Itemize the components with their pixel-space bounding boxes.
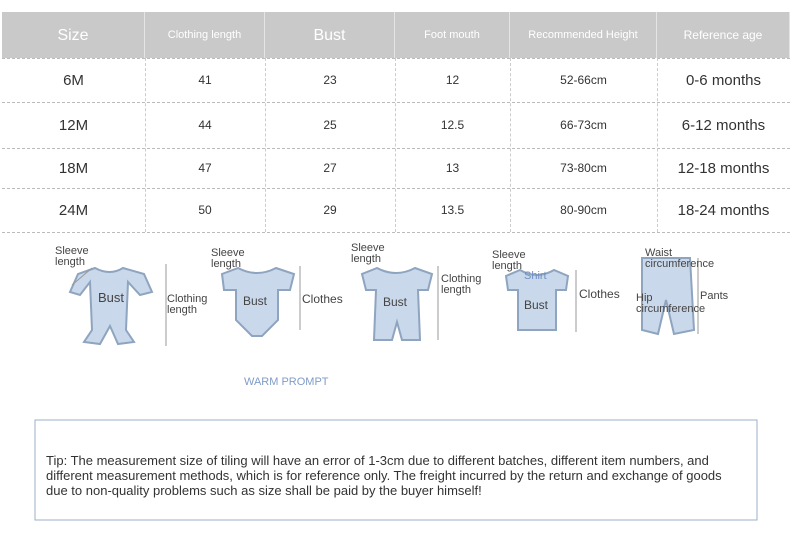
header-cell: Clothing length <box>145 12 265 58</box>
table-cell: 24M <box>58 201 89 219</box>
tip-text: Tip: The measurement size of tiling will… <box>46 453 722 498</box>
table-cell: 29 <box>323 203 337 217</box>
tip-box <box>34 419 758 521</box>
label: Sleeve length <box>55 245 89 268</box>
pants-icon <box>641 257 696 336</box>
table-cell: 0-6 months <box>685 71 762 89</box>
label: Bust <box>383 295 408 309</box>
table-cell: 6-12 months <box>681 116 766 134</box>
table-cell: 47 <box>198 161 212 175</box>
shirt-icon <box>504 268 570 331</box>
label: Pants <box>700 290 729 302</box>
table-cell: 50 <box>198 203 212 217</box>
label: Clothes <box>579 287 620 301</box>
table-cell: 23 <box>323 73 337 87</box>
table-cell: 52-66cm <box>560 73 607 87</box>
label: Clothing length <box>167 293 208 316</box>
label: Waist circumference <box>645 247 715 270</box>
header-cell: Reference age <box>657 12 790 58</box>
header-cell: Foot mouth <box>395 12 510 58</box>
label: Hip circumference <box>636 292 706 315</box>
table-cell: 44 <box>198 118 212 132</box>
row-separator <box>2 102 790 103</box>
col-separator <box>265 58 266 232</box>
row-separator <box>2 188 790 189</box>
label: Sleeve length <box>351 242 385 265</box>
label: Sleeve length <box>492 249 526 272</box>
table-cell: 80-90cm <box>560 203 607 217</box>
row-separator <box>2 232 790 233</box>
label: Shirt <box>524 270 547 282</box>
table-cell: 73-80cm <box>560 161 607 175</box>
table-cell: 27 <box>323 161 337 175</box>
col-separator <box>145 58 146 232</box>
table-cell: 18-24 months <box>677 201 770 219</box>
row-separator <box>2 58 790 59</box>
col-separator <box>510 58 511 232</box>
row-separator <box>2 148 790 149</box>
table-cell: 41 <box>198 73 212 87</box>
romper-icon <box>68 266 154 346</box>
bodysuit-icon <box>220 266 296 337</box>
label: Bust <box>98 290 125 305</box>
header-cell: Size <box>2 12 145 58</box>
shortall-icon <box>360 266 434 341</box>
header-cell: Bust <box>265 12 395 58</box>
label: Bust <box>524 298 549 312</box>
table-cell: 12.5 <box>440 118 465 132</box>
label: Sleeve length <box>211 247 245 270</box>
table-cell: 13 <box>445 161 460 175</box>
header-cell: Recommended Height <box>510 12 657 58</box>
table-cell: 25 <box>323 118 337 132</box>
table-cell: 6M <box>63 71 84 89</box>
table-cell: 12 <box>445 73 460 87</box>
col-separator <box>395 58 396 232</box>
col-separator <box>657 58 658 232</box>
table-cell: 66-73cm <box>560 118 607 132</box>
label: Clothes <box>302 292 343 306</box>
label: Clothing length <box>441 273 482 296</box>
table-cell: 18M <box>58 159 89 177</box>
table-cell: 13.5 <box>440 203 465 217</box>
table-cell: 12-18 months <box>677 159 770 177</box>
label: Bust <box>243 294 268 308</box>
warm-prompt: WARM PROMPT <box>244 376 329 388</box>
table-cell: 12M <box>58 116 89 134</box>
